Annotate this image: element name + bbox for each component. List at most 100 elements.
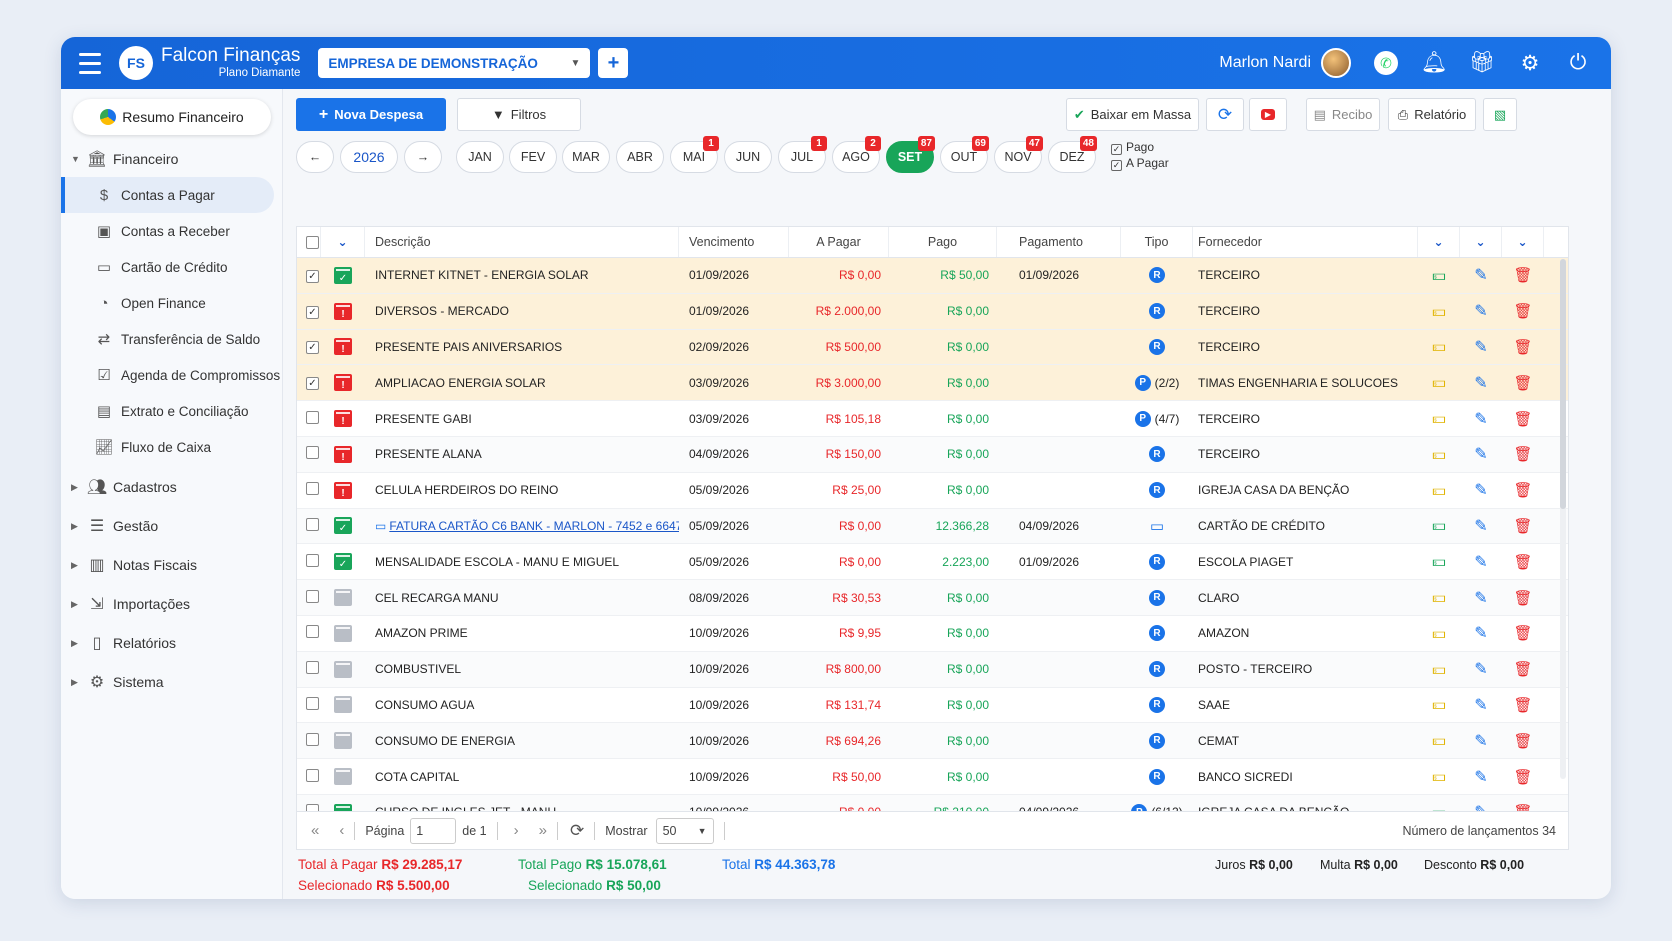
pay-money-icon[interactable]: 💵︎ <box>1432 517 1446 535</box>
edit-icon[interactable]: ✎ <box>1474 410 1488 428</box>
row-checkbox[interactable] <box>306 625 319 639</box>
table-row[interactable]: CONSUMO DE ENERGIA 10/09/2026 R$ 694,26 R$ … <box>297 723 1568 760</box>
table-row[interactable]: AMAZON PRIME 10/09/2026 R$ 9,95 R$ 0,00 R AMA… <box>297 616 1568 652</box>
edit-icon[interactable]: ✎ <box>1474 553 1488 571</box>
trash-icon[interactable]: 🗑︎ <box>1513 696 1533 714</box>
sidebar-item-cartao-de-credito[interactable]: ▭ Cartão de Crédito <box>61 249 282 285</box>
refresh-button[interactable]: ⟳ <box>1206 98 1244 131</box>
trash-icon[interactable]: 🗑︎ <box>1513 267 1533 285</box>
notifications-bell-icon[interactable]: 🔔︎ <box>1420 51 1448 74</box>
table-row[interactable]: ✓! AMPLIACAO ENERGIA SOLAR 03/09/2026 R$ 3.… <box>297 365 1568 402</box>
receipt-button[interactable]: ▤ Recibo <box>1306 98 1380 131</box>
month-tab-dez[interactable]: DEZ 48 <box>1048 136 1097 173</box>
column-header-venc[interactable]: Vencimento <box>679 227 789 257</box>
sidebar-group-cadastros[interactable]: ▶ 👥︎ Cadastros <box>61 469 282 505</box>
row-checkbox[interactable] <box>306 589 319 603</box>
trash-icon[interactable]: 🗑︎ <box>1513 446 1533 464</box>
sidebar-group-financeiro[interactable]: ▼ 🏛︎ Financeiro <box>61 141 282 177</box>
report-button[interactable]: ⎙ Relatório <box>1388 98 1476 131</box>
row-checkbox[interactable]: ✓ <box>306 305 319 319</box>
edit-icon[interactable]: ✎ <box>1474 696 1488 714</box>
pay-money-icon[interactable]: 💵︎ <box>1432 660 1446 678</box>
trash-icon[interactable]: 🗑︎ <box>1513 517 1533 535</box>
month-tab-out[interactable]: OUT 69 <box>940 136 989 173</box>
new-expense-button[interactable]: + Nova Despesa <box>296 98 446 131</box>
youtube-button[interactable]: ▶ <box>1249 98 1287 131</box>
month-tab-fev[interactable]: FEV <box>509 141 557 173</box>
row-checkbox[interactable]: ✓ <box>306 269 319 283</box>
pay-money-icon[interactable]: 💵︎ <box>1432 589 1446 607</box>
table-scrollbar[interactable] <box>1560 259 1566 779</box>
pay-money-icon[interactable]: 💵︎ <box>1432 696 1446 714</box>
pay-money-icon[interactable]: 💵︎ <box>1432 445 1446 463</box>
row-checkbox[interactable]: ✓ <box>306 341 319 355</box>
filters-button[interactable]: ▼ Filtros <box>457 98 581 131</box>
row-checkbox[interactable] <box>306 446 319 460</box>
gift-icon[interactable]: 🎁︎ <box>1468 51 1496 74</box>
edit-icon[interactable]: ✎ <box>1474 732 1488 750</box>
month-tab-nov[interactable]: NOV 47 <box>994 136 1043 173</box>
sidebar-group-importacoes[interactable]: ▶ ⇲ Importações <box>61 586 282 622</box>
select-all-checkbox[interactable] <box>306 235 319 249</box>
column-header-apagar[interactable]: A Pagar <box>789 227 889 257</box>
sidebar-group-sistema[interactable]: ▶ ⚙ Sistema <box>61 664 282 700</box>
edit-icon[interactable]: ✎ <box>1474 802 1487 811</box>
sidebar-item-extrato[interactable]: ▤ Extrato e Conciliação <box>61 393 282 429</box>
row-description-link[interactable]: FATURA CARTÃO C6 BANK - MARLON - 7452 e … <box>389 518 679 533</box>
row-checkbox[interactable] <box>306 804 319 811</box>
month-tab-jun[interactable]: JUN <box>724 141 772 173</box>
edit-icon[interactable]: ✎ <box>1474 338 1488 356</box>
month-tab-ago[interactable]: AGO 2 <box>832 136 881 173</box>
row-checkbox[interactable] <box>306 482 319 496</box>
scrollbar-thumb[interactable] <box>1560 259 1566 509</box>
edit-icon[interactable]: ✎ <box>1474 625 1488 643</box>
sidebar-item-contas-a-pagar[interactable]: $ Contas a Pagar <box>61 177 274 213</box>
table-row[interactable]: CEL RECARGA MANU 08/09/2026 R$ 30,53 R$ 0,0… <box>297 580 1568 616</box>
trash-icon[interactable]: 🗑︎ <box>1513 338 1533 356</box>
edit-icon[interactable]: ✎ <box>1474 517 1488 535</box>
bulk-settle-button[interactable]: ✔ Baixar em Massa <box>1066 98 1199 131</box>
sidebar-item-fluxo-de-caixa[interactable]: 📈︎ Fluxo de Caixa <box>61 429 282 465</box>
company-select[interactable]: EMPRESA DE DEMONSTRAÇÃO ▼ <box>318 48 591 78</box>
filter-topay-checkbox[interactable]: ✓ A Pagar <box>1111 155 1169 171</box>
menu-toggle-button[interactable] <box>61 37 119 89</box>
edit-icon[interactable]: ✎ <box>1474 446 1488 464</box>
pay-money-icon[interactable]: 💵︎ <box>1432 374 1446 392</box>
month-tab-mar[interactable]: MAR <box>562 141 610 173</box>
bulk-pay-toggle[interactable]: ⌄ <box>1418 227 1460 257</box>
trash-icon[interactable]: 🗑︎ <box>1513 732 1533 750</box>
trash-icon[interactable]: 🗑︎ <box>1513 803 1532 811</box>
add-company-button[interactable]: + <box>598 48 629 78</box>
next-year-button[interactable]: → <box>404 141 442 173</box>
avatar[interactable] <box>1321 48 1351 78</box>
pay-money-icon[interactable]: 💵︎ <box>1432 804 1446 811</box>
last-page-button[interactable]: » <box>538 822 547 839</box>
per-page-select[interactable]: 50 ▼ <box>655 817 714 844</box>
trash-icon[interactable]: 🗑︎ <box>1513 768 1533 786</box>
sidebar-item-transferencia[interactable]: ⇄ Transferência de Saldo <box>61 321 282 357</box>
sidebar-item-open-finance[interactable]: ◔ Open Finance <box>61 285 282 321</box>
pay-money-icon[interactable]: 💵︎ <box>1432 410 1446 428</box>
table-row[interactable]: COTA CAPITAL 10/09/2026 R$ 50,00 R$ 0,00 R BA… <box>297 759 1568 795</box>
row-checkbox[interactable] <box>306 553 319 567</box>
row-checkbox[interactable] <box>306 768 319 782</box>
status-column-toggle[interactable]: ⌄ <box>321 227 365 257</box>
row-checkbox[interactable] <box>306 732 319 746</box>
column-header-tipo[interactable]: Tipo <box>1121 227 1193 257</box>
bulk-edit-toggle[interactable]: ⌄ <box>1460 227 1502 257</box>
table-row[interactable]: CONSUMO AGUA 10/09/2026 R$ 131,74 R$ 0,00 R S… <box>297 688 1568 724</box>
prev-page-button[interactable]: ‹ <box>339 822 345 839</box>
gear-icon[interactable]: ⚙ <box>1520 51 1540 75</box>
year-display[interactable]: 2026 <box>340 141 398 173</box>
row-checkbox[interactable] <box>306 696 319 710</box>
whatsapp-button[interactable]: ✆ <box>1373 50 1399 76</box>
power-icon[interactable]: ⏻ <box>1569 51 1587 74</box>
table-row[interactable]: ! PRESENTE GABI 03/09/2026 R$ 105,18 R$ 0,00… <box>297 401 1568 437</box>
edit-icon[interactable]: ✎ <box>1474 267 1488 285</box>
edit-icon[interactable]: ✎ <box>1474 768 1488 786</box>
table-row[interactable]: ✓ ▭ FATURA CARTÃO C6 BANK - MARLON - 7452 … <box>297 508 1568 545</box>
sidebar-group-notas-fiscais[interactable]: ▶ ▥ Notas Fiscais <box>61 547 282 583</box>
table-row[interactable]: COMBUSTIVEL 10/09/2026 R$ 800,00 R$ 0,00 R PO… <box>297 651 1568 688</box>
prev-year-button[interactable]: ← <box>296 141 334 173</box>
trash-icon[interactable]: 🗑︎ <box>1513 553 1533 571</box>
